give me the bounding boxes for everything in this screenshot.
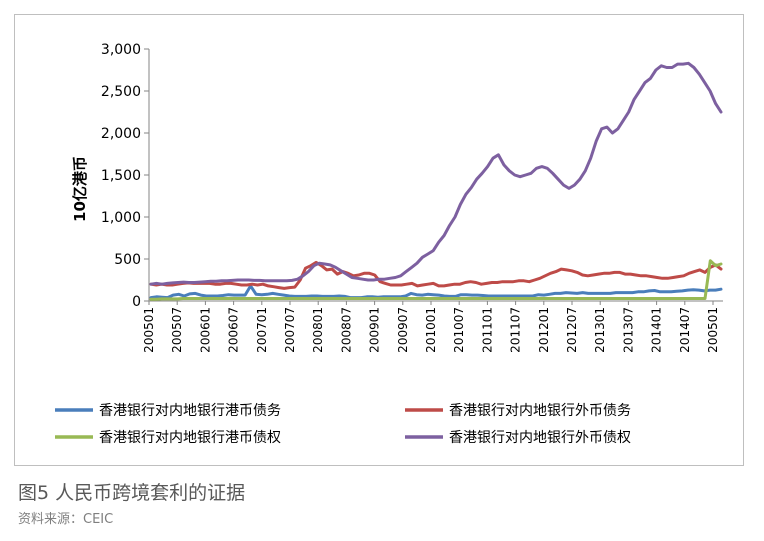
legend-label-2: 香港银行对内地银行外币债务 xyxy=(449,403,631,419)
x-tick-label: 201407 xyxy=(678,307,692,353)
y-tick-label: 0 xyxy=(132,294,141,310)
series-line-3 xyxy=(149,259,723,301)
x-tick-label: 200601 xyxy=(198,307,212,353)
legend-label-3: 香港银行对内地银行港币债权 xyxy=(99,430,281,446)
x-tick-label: 201301 xyxy=(593,307,607,353)
x-tick-label: 200701 xyxy=(255,307,269,353)
y-tick-label: 2,500 xyxy=(101,84,141,100)
x-tick-label: 201207 xyxy=(565,307,579,353)
x-tick-label: 200501 xyxy=(706,307,720,353)
figure-caption-source: 资料来源：CEIC xyxy=(18,512,114,527)
x-tick-label: 201001 xyxy=(424,307,438,353)
x-tick-label: 201201 xyxy=(537,307,551,353)
x-tick-label: 200607 xyxy=(227,307,241,353)
x-tick-label: 200507 xyxy=(170,307,184,353)
figure-caption-title: 图5 人民币跨境套利的证据 xyxy=(18,482,246,504)
line-chart: 10亿港币 0 500 1,000 1,500 2,000 2,500 3,000 2005… xyxy=(55,42,723,446)
x-tick-label: 201307 xyxy=(621,307,635,353)
x-tick-label: 200501 xyxy=(142,307,156,353)
x-tick-label: 200907 xyxy=(396,307,410,353)
x-axis: 200501 200507 200601 200607 200701 200707 2008… xyxy=(142,300,723,353)
legend-label-4: 香港银行对内地银行外币债权 xyxy=(449,430,631,446)
x-tick-label: 200801 xyxy=(311,307,325,353)
x-tick-label: 201107 xyxy=(509,307,523,353)
chart-frame: 10亿港币 0 500 1,000 1,500 2,000 2,500 3,000 2005… xyxy=(14,14,744,466)
x-tick-label: 200901 xyxy=(368,307,382,353)
series-lines xyxy=(149,61,723,301)
x-tick-label: 200707 xyxy=(283,307,297,353)
series-line-4 xyxy=(149,61,723,286)
x-tick-label: 201007 xyxy=(452,307,466,353)
y-tick-label: 500 xyxy=(114,252,141,268)
y-axis-label: 10亿港币 xyxy=(71,156,89,222)
y-axis: 0 500 1,000 1,500 2,000 2,500 3,000 xyxy=(101,42,150,310)
y-tick-label: 1,000 xyxy=(101,210,141,226)
y-tick-label: 3,000 xyxy=(101,42,141,58)
x-tick-label: 201401 xyxy=(650,307,664,353)
series-line-1 xyxy=(149,284,723,300)
legend-label-1: 香港银行对内地银行港币债务 xyxy=(99,403,281,419)
series-line-2 xyxy=(149,260,723,290)
y-tick-label: 2,000 xyxy=(101,126,141,142)
x-tick-label: 200807 xyxy=(339,307,353,353)
x-tick-label: 201101 xyxy=(480,307,494,353)
y-tick-label: 1,500 xyxy=(101,168,141,184)
